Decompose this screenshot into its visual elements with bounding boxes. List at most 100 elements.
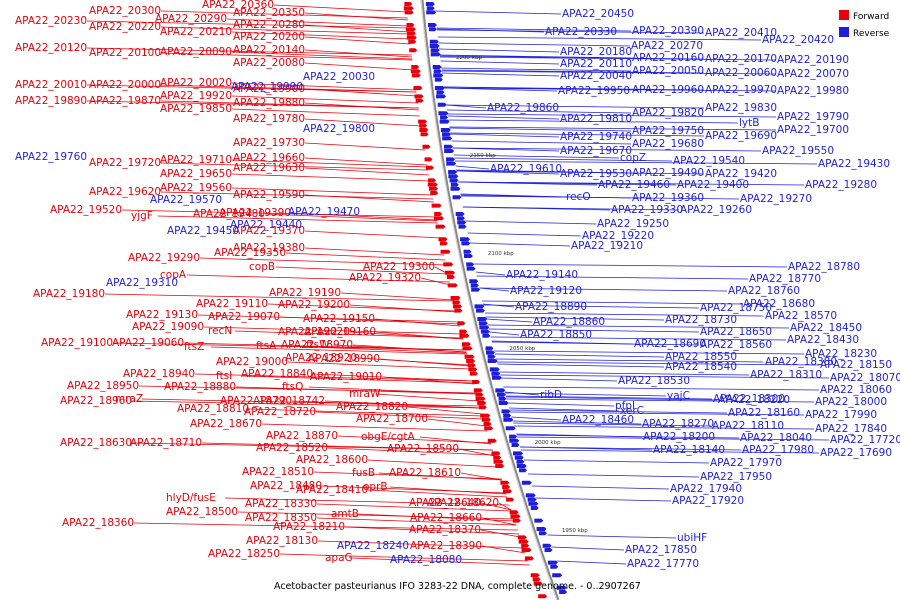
gene-connector-line [523,459,710,464]
gene-arrow-mark [525,493,536,498]
gene-arrow-mark [481,417,491,422]
gene-arrow-mark [424,157,433,162]
reverse-gene-label: APA22_19690 [705,130,777,142]
gene-connector-line [497,363,665,368]
forward-gene-label: APA22_18990 [308,353,380,365]
reverse-gene-label: APA22_18890 [515,301,587,313]
reverse-gene-label: APA22_18680 [743,298,815,310]
scale-tick-label: 2200 kbp [456,55,482,61]
reverse-gene-label: APA22_17690 [820,447,892,459]
gene-arrow-mark [477,401,487,405]
gene-arrow-mark [461,241,471,246]
gene-arrow-mark [466,359,476,363]
gene-arrow-mark [442,132,452,137]
gene-arrow-mark [473,388,483,393]
reverse-gene-label: APA22_18220 [718,394,790,406]
gene-arrow-mark [516,464,527,468]
forward-gene-label: APA22_19180 [33,288,105,300]
gene-arrow-mark [420,132,429,137]
forward-gene-label: APA22_19850 [160,103,232,115]
reverse-gene-label: APA22_18430 [787,334,859,346]
gene-arrow-mark [440,249,451,254]
gene-arrow-mark [426,10,437,15]
forward-gene-label: APA22_20290 [155,13,227,25]
forward-gene-label: APA22_19390 [219,207,291,219]
gene-arrow-mark [505,426,516,431]
forward-gene-label: APA22_18410 [296,484,368,496]
scale-tick-label: 2150 kbp [470,153,496,159]
forward-gene-label: APA22_19200 [278,299,350,311]
gene-connector-line [481,517,517,526]
forward-gene-label: APA22_20010 [15,79,87,91]
gene-connector-line [231,187,433,196]
gene-connector-line [344,526,520,535]
gene-arrow-mark [439,119,450,124]
scale-ticks: 2200 kbp 2150 kbp 2100 kbp 2050 kbp 2000 kbp… [456,55,588,534]
reverse-gene-label: APA22_20040 [560,70,632,82]
legend-reverse-swatch [839,27,849,37]
gene-connector-line [235,386,478,395]
reverse-gene-label: APA22_19120 [510,285,582,297]
gene-arrow-mark [475,392,484,397]
gene-connector-line [160,84,417,93]
gene-connector-line [516,434,740,439]
gene-connector-line [231,95,418,104]
gene-connector-line [261,423,488,432]
gene-arrow-mark [467,363,476,368]
gene-arrow-mark [521,543,530,548]
gene-connector-line [441,69,705,74]
reverse-gene-label: APA22_19270 [740,193,812,205]
gene-connector-line [483,304,700,309]
gene-connector-line [436,29,705,34]
reverse-gene-label: APA22_19440 [230,219,302,231]
gene-connector-line [438,42,631,47]
gene-arrow-mark [550,564,559,569]
forward-gene-label: APA22_20220 [89,21,161,33]
gene-connector-line [446,109,632,114]
reverse-gene-label: APA22_19760 [15,151,87,163]
reverse-gene-label: APA22_19420 [705,168,777,180]
gene-connector-line [141,398,481,407]
gene-arrow-mark [446,161,457,166]
gene-arrow-mark [552,573,563,578]
gene-connector-line [488,328,700,333]
reverse-gene-label: APA22_19610 [490,163,562,175]
reverse-gene-label: APA22_18200 [643,431,715,443]
gene-connector-line [507,402,615,407]
gene-arrow-mark [498,401,509,405]
gene-arrow-mark [461,342,471,347]
reverse-gene-label: APA22_19820 [632,107,704,119]
gene-connector-line [506,396,718,401]
gene-arrow-mark [472,380,481,384]
forward-gene-label: APA22_19650 [160,168,232,180]
gene-arrow-mark [418,119,428,124]
forward-gene-label: APA22_18360 [62,517,134,529]
gene-arrow-mark [503,417,514,422]
gene-connector-line [340,292,455,301]
gene-arrow-mark [471,287,481,292]
reverse-gene-label: APA22_18860 [533,316,605,328]
forward-gene-label: obgE/cgtA [361,431,415,443]
gene-connector-line [367,459,499,468]
reverse-gene-label: APA22_20330 [545,26,617,38]
gene-arrow-mark [527,497,537,502]
gene-arrow-mark [534,518,544,523]
reverse-gene-label: APA22_19740 [560,131,632,143]
gene-arrow-mark [512,518,521,523]
forward-gene-label: APA22_20300 [89,5,161,17]
gene-connector-line [517,436,830,441]
forward-gene-label: APA22_18970 [281,339,353,351]
scale-tick-label: 1950 kbp [562,528,588,534]
gene-connector-line [104,293,455,302]
forward-gene-label: APA22_18700 [356,413,428,425]
gene-arrow-mark [442,136,453,141]
forward-gene-label: APA22_19630 [233,162,305,174]
gene-connector-line [441,67,632,72]
reverse-gene-label: APA22_19790 [777,111,849,123]
gene-connector-line [437,36,762,41]
reverse-gene-label: APA22_19210 [571,240,643,252]
forward-gene-label: APA22_18500 [166,506,238,518]
gene-arrow-mark [452,304,462,309]
forward-gene-label: APA22_19190 [269,287,341,299]
gene-connector-line [194,373,474,382]
